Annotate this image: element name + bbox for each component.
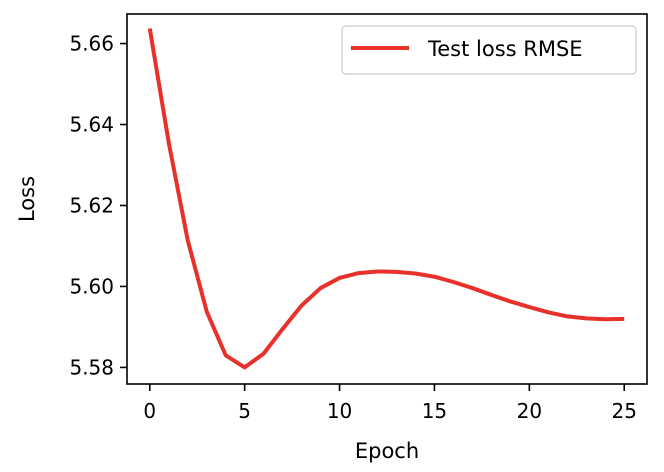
y-tick-label: 5.64 — [69, 113, 114, 137]
x-tick-label: 0 — [143, 399, 156, 423]
axes-frame — [126, 13, 648, 385]
y-tick-label: 5.58 — [69, 355, 114, 379]
legend-entry-label: Test loss RMSE — [427, 37, 583, 61]
x-tick-label: 10 — [327, 399, 352, 423]
plot-background — [127, 14, 647, 384]
x-tick-label: 15 — [422, 399, 447, 423]
y-tick-label: 5.66 — [69, 32, 114, 56]
axes-layer: 0 5 10 15 20 25 5.58 5.60 5.62 5.64 5.66 — [69, 13, 648, 423]
plot-area — [127, 14, 647, 384]
x-tick-label: 25 — [611, 399, 636, 423]
series-layer — [147, 28, 625, 370]
y-axis-label: Loss — [15, 176, 39, 222]
series-line-0 — [147, 28, 625, 370]
legend: Test loss RMSE — [341, 25, 637, 75]
y-tick-label: 5.62 — [69, 193, 114, 217]
x-axis-label: Epoch — [355, 439, 419, 463]
legend-box — [341, 25, 637, 75]
y-tick-label: 5.60 — [69, 274, 114, 298]
x-tick-label: 20 — [517, 399, 542, 423]
x-tick-label: 5 — [238, 399, 251, 423]
